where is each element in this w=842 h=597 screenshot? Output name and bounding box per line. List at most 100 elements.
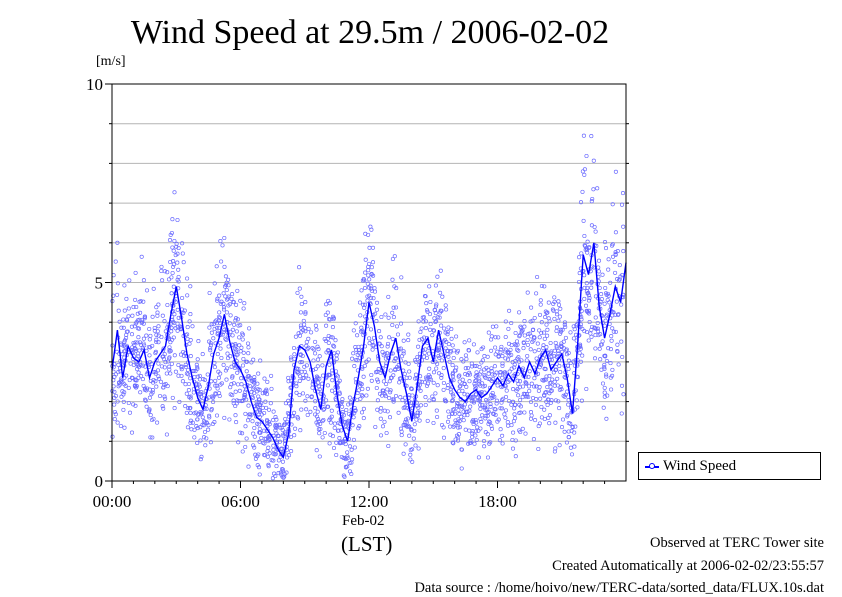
data-point (332, 344, 337, 349)
data-point (581, 218, 586, 223)
data-point (488, 402, 493, 407)
data-point (167, 364, 172, 369)
data-point (142, 314, 147, 320)
data-point (589, 285, 594, 290)
data-point (586, 293, 591, 298)
data-point (610, 242, 615, 247)
data-point (366, 268, 371, 273)
data-point (465, 409, 470, 414)
data-point (155, 420, 160, 425)
data-point (165, 270, 170, 275)
data-point (506, 423, 511, 428)
data-point (496, 354, 501, 359)
data-point (347, 395, 352, 400)
data-point (170, 395, 175, 400)
data-point (493, 407, 498, 412)
data-point (242, 392, 247, 397)
data-point (345, 450, 350, 455)
data-point (424, 383, 430, 388)
data-point (474, 370, 479, 375)
data-point (450, 343, 455, 348)
data-point (134, 385, 139, 390)
y-tick-label: 5 (95, 274, 104, 293)
data-point (324, 302, 329, 307)
data-point (457, 373, 462, 378)
data-point (428, 299, 433, 305)
data-point (574, 323, 579, 328)
data-point (601, 405, 606, 410)
data-point (175, 328, 180, 333)
data-point (357, 300, 363, 305)
data-point (607, 300, 612, 305)
data-point (322, 406, 327, 411)
data-point (315, 357, 321, 362)
data-point (141, 336, 146, 341)
legend-label: Wind Speed (663, 458, 737, 474)
data-point (168, 371, 173, 376)
data-point (303, 311, 308, 316)
data-point (418, 329, 423, 335)
data-point (361, 406, 366, 411)
data-point (354, 347, 359, 352)
data-point (289, 357, 294, 362)
data-point (534, 291, 539, 296)
data-point (148, 333, 153, 338)
data-point (582, 285, 587, 290)
data-point (313, 323, 318, 328)
data-point (504, 388, 509, 393)
data-point (466, 348, 471, 353)
data-point (578, 346, 583, 351)
data-point (213, 378, 218, 383)
data-point (568, 421, 573, 426)
data-point (427, 327, 433, 332)
data-point (506, 398, 512, 404)
data-point (197, 391, 202, 396)
data-point (212, 365, 217, 370)
data-point (209, 408, 214, 413)
data-point (136, 326, 142, 331)
data-point (195, 417, 200, 422)
data-point (313, 339, 318, 344)
data-point (362, 363, 367, 368)
data-point (407, 433, 412, 438)
data-point (369, 372, 374, 378)
data-point (159, 264, 164, 269)
data-point (227, 321, 232, 326)
data-point (371, 335, 377, 340)
data-point (260, 405, 265, 410)
data-point (346, 402, 351, 407)
data-point (572, 430, 577, 435)
legend: Wind Speed (638, 452, 821, 480)
data-point (180, 295, 185, 301)
data-point (450, 398, 455, 403)
data-point (170, 245, 175, 250)
data-point (218, 340, 223, 345)
data-point (500, 354, 505, 359)
data-point (377, 391, 383, 396)
data-point (498, 406, 503, 411)
data-point (375, 398, 380, 403)
data-point (215, 352, 220, 357)
data-point (317, 454, 322, 459)
data-point (351, 328, 356, 333)
data-point (566, 402, 571, 407)
data-point (298, 310, 303, 315)
data-point (485, 354, 490, 359)
data-point (246, 403, 251, 408)
data-point (367, 245, 372, 250)
data-point (262, 436, 267, 441)
data-point (535, 371, 541, 376)
data-point (580, 326, 585, 332)
data-point (185, 325, 190, 330)
data-point (530, 318, 535, 323)
data-point (221, 362, 226, 367)
data-point (233, 413, 238, 418)
data-point (406, 361, 411, 366)
data-point (128, 361, 133, 366)
data-point (186, 372, 191, 377)
data-point (154, 332, 159, 337)
data-point (399, 433, 404, 438)
data-point (225, 356, 231, 361)
data-point (184, 391, 189, 396)
data-point (218, 239, 223, 244)
